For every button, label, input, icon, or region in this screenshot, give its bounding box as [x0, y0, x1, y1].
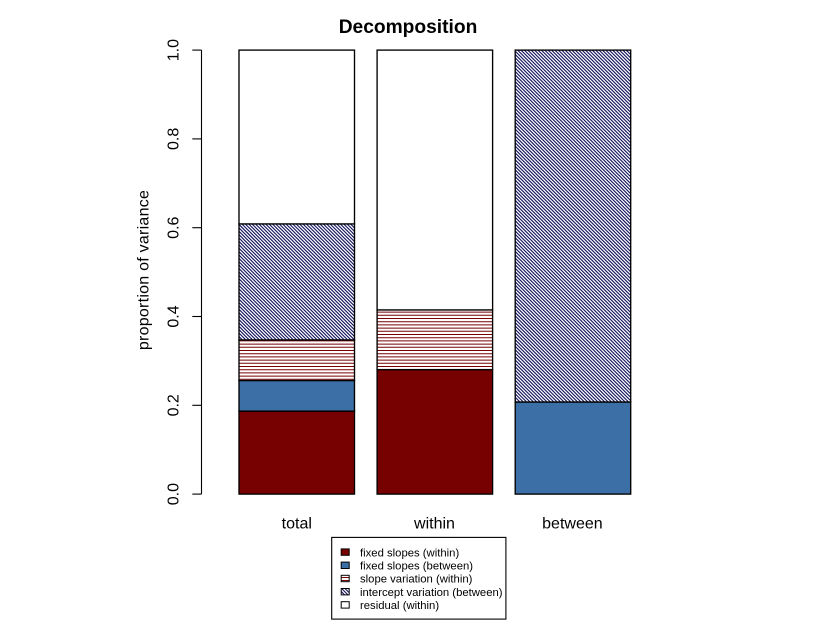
svg-text:1.0: 1.0 — [165, 39, 182, 61]
svg-text:between: between — [542, 516, 603, 533]
svg-text:0.0: 0.0 — [165, 483, 182, 505]
svg-text:0.2: 0.2 — [165, 394, 182, 416]
svg-text:Decomposition: Decomposition — [339, 17, 478, 38]
svg-text:intercept variation (between): intercept variation (between) — [360, 587, 503, 599]
svg-text:fixed slopes (within): fixed slopes (within) — [360, 547, 459, 559]
svg-text:0.8: 0.8 — [165, 128, 182, 150]
svg-text:within: within — [413, 516, 455, 533]
svg-text:residual (within): residual (within) — [360, 600, 439, 612]
svg-text:total: total — [282, 516, 312, 533]
svg-text:proportion of variance: proportion of variance — [135, 190, 152, 350]
svg-text:fixed slopes (between): fixed slopes (between) — [360, 561, 473, 573]
svg-text:slope variation (within): slope variation (within) — [360, 574, 473, 586]
svg-text:0.6: 0.6 — [165, 216, 182, 238]
svg-text:0.4: 0.4 — [165, 305, 182, 327]
